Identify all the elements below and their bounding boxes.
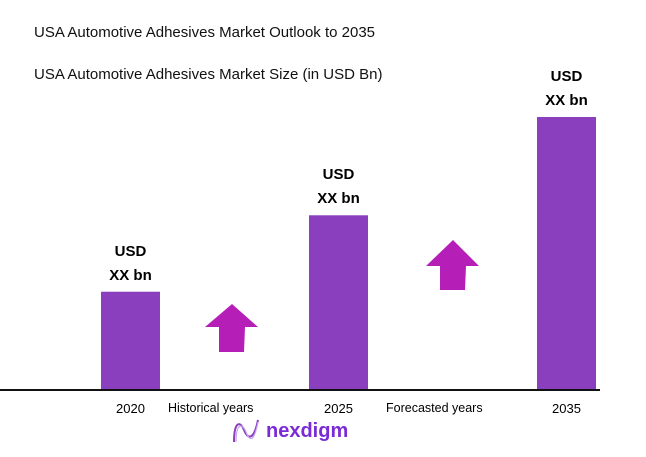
up-arrow-icon <box>205 304 258 352</box>
data-label-line: USD <box>550 68 583 85</box>
bar-2035 <box>537 117 596 390</box>
bar-2025 <box>309 215 368 390</box>
data-label-line: XX bn <box>317 190 360 208</box>
data-label-line: XX bn <box>109 266 152 284</box>
data-label-line: USD <box>322 166 355 184</box>
x-tick-label: 2025 <box>324 401 353 416</box>
up-arrow-icon <box>426 240 479 290</box>
data-label: USD XX bn <box>91 240 171 288</box>
nexdigm-logo: nexdigm <box>232 418 348 444</box>
page-title: USA Automotive Adhesives Market Outlook … <box>34 24 376 41</box>
nexdigm-wave-icon <box>233 419 259 443</box>
annotation-forecasted: Forecasted years <box>386 401 483 415</box>
x-tick-label: 2035 <box>552 401 581 416</box>
chart-title: USA Automotive Adhesives Market Size (in… <box>34 66 383 83</box>
bar-2020 <box>101 291 160 390</box>
data-label: USD XX bn <box>299 163 379 211</box>
x-tick-label: 2020 <box>116 401 145 416</box>
data-label: USD XX bn <box>527 65 607 113</box>
annotation-historical: Historical years <box>168 401 254 415</box>
data-label-line: XX bn <box>545 92 588 109</box>
logo-text: nexdigm <box>266 420 349 442</box>
data-label-line: USD <box>114 242 147 260</box>
